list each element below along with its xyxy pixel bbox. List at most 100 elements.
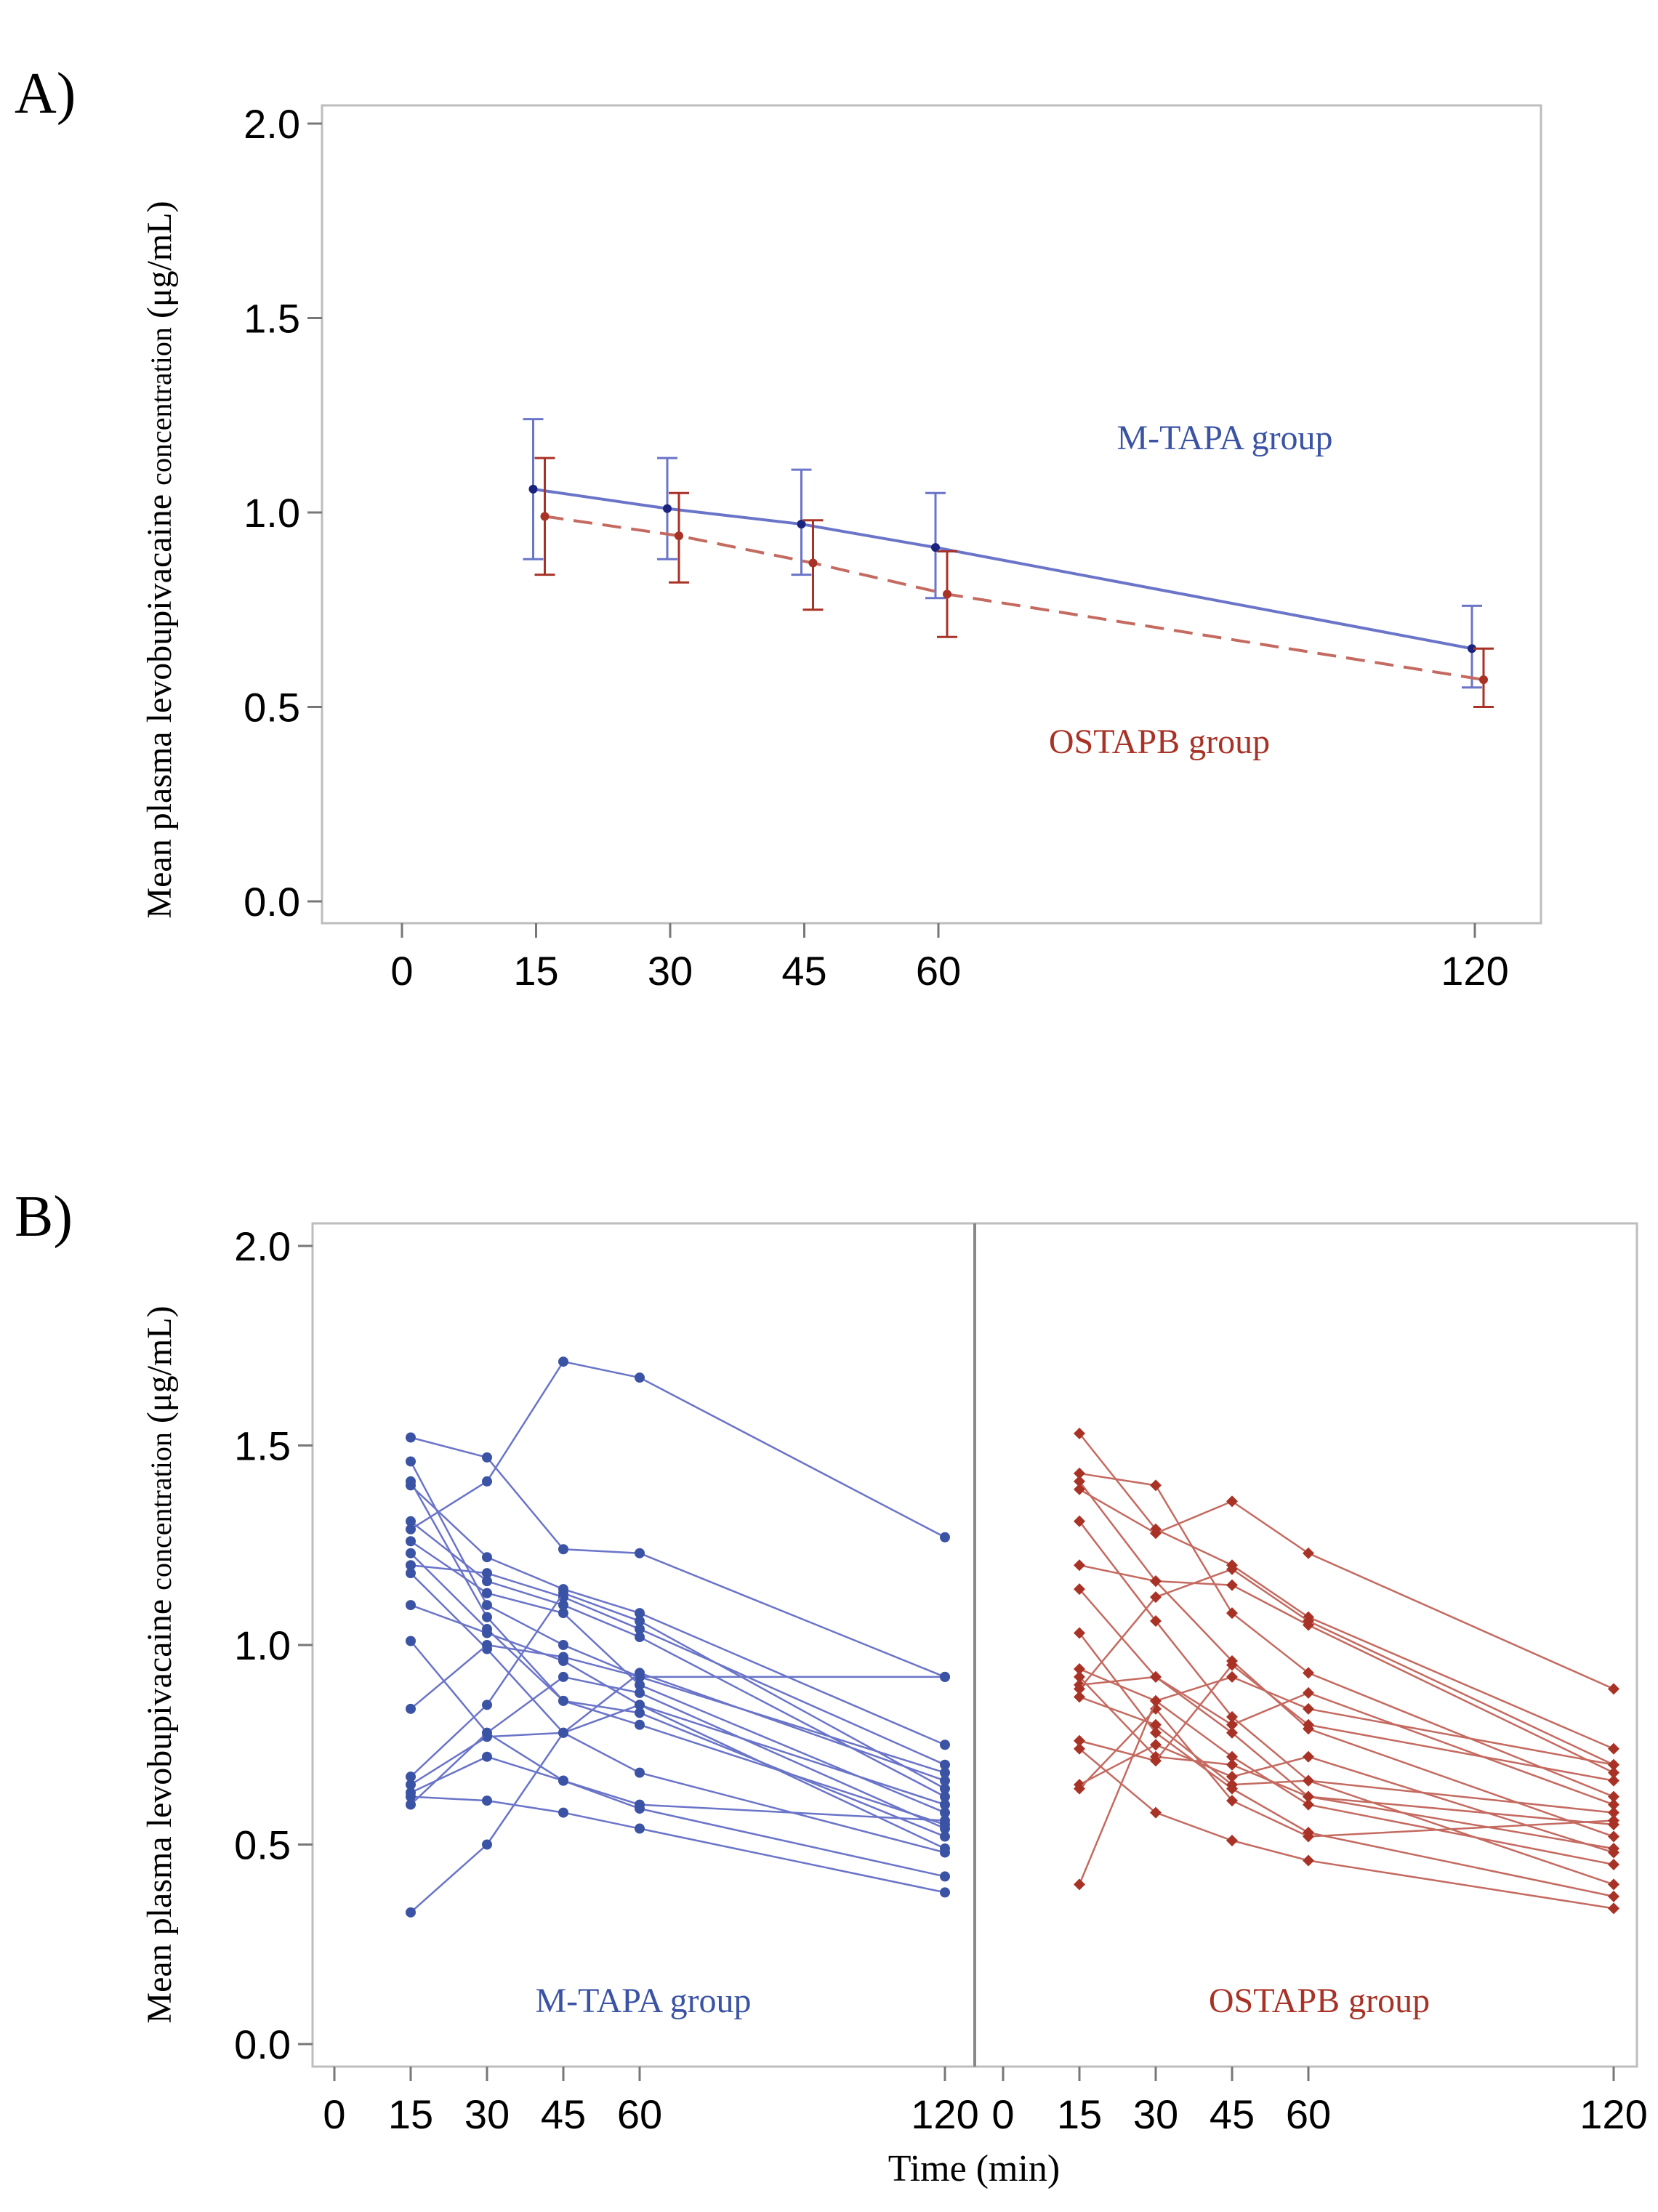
mtapa-subject-point — [635, 1616, 645, 1627]
mtapa-subject-point — [406, 1432, 416, 1443]
mtapa-subject-point — [558, 1727, 568, 1738]
ostapb-subject-point — [1226, 1835, 1238, 1847]
panel-a-frame — [321, 104, 1542, 925]
panel-a-ylabel-unit: (μg/mL) — [140, 201, 179, 318]
ostapb-subject-point — [1226, 1670, 1238, 1683]
ostapb-subject-point — [1608, 1890, 1619, 1902]
mtapa-subject-point — [940, 1775, 950, 1786]
panel-a-ytick-label: 2.0 — [244, 101, 300, 147]
mtapa-subject-point — [940, 1887, 950, 1898]
ostapb-subject-point — [1226, 1579, 1238, 1591]
ostapb-subject-point — [1303, 1854, 1314, 1867]
panel-b-xtick-label: 15 — [388, 2091, 433, 2137]
ostapb-subject-point — [1074, 1734, 1085, 1747]
mean-point — [663, 504, 672, 513]
mtapa-subject-point — [635, 1700, 645, 1710]
mtapa-subject-point — [406, 1568, 416, 1579]
mtapa-subject-point — [406, 1600, 416, 1611]
mtapa-subject-point — [940, 1532, 950, 1543]
ostapb-subject-line — [1079, 1472, 1614, 1798]
mtapa-subject-point — [940, 1759, 950, 1770]
mtapa-mean-line — [533, 487, 1473, 651]
mtapa-subject-point — [406, 1791, 416, 1802]
mtapa-subject-point — [558, 1640, 568, 1650]
mtapa-subject-point — [940, 1799, 950, 1810]
ostapb-subject-point — [1074, 1742, 1085, 1755]
mtapa-subject-point — [940, 1831, 950, 1842]
ostapb-subject-point — [1150, 1591, 1162, 1604]
ostapb-subject-point — [1074, 1559, 1085, 1572]
ostapb-subject-point — [1150, 1718, 1162, 1731]
panel-b-xtick-label: 30 — [1133, 2091, 1178, 2137]
mtapa-subject-point — [482, 1640, 492, 1650]
mtapa-subject-point — [406, 1799, 416, 1810]
ostapb-subject-point — [1608, 1858, 1619, 1870]
panel-a-xtick-label: 45 — [781, 948, 826, 994]
panel-a-ytick-label: 1.5 — [244, 296, 300, 342]
mtapa-subject-point — [406, 1779, 416, 1790]
panel-a-label: A) — [15, 62, 76, 126]
panel-b-xtick-label: 60 — [617, 2091, 662, 2137]
mtapa-subject-point — [558, 1608, 568, 1619]
mtapa-subject-point — [406, 1771, 416, 1782]
panel-a-xtick-label: 120 — [1441, 948, 1508, 994]
mtapa-subject-point — [558, 1671, 568, 1682]
ostapb-mean-line — [544, 515, 1484, 682]
ostapb-subject-point — [1303, 1750, 1314, 1763]
panel-a-xtick-label: 15 — [513, 948, 558, 994]
ostapb-subject-line — [1079, 1748, 1614, 1910]
ostapb-subject-point — [1074, 1662, 1085, 1675]
ostapb-subject-point — [1303, 1686, 1314, 1699]
mtapa-subject-point — [406, 1703, 416, 1714]
mtapa-subject-point — [406, 1516, 416, 1527]
mtapa-subject-point — [635, 1668, 645, 1678]
panel-a-annotation-mtapa: M-TAPA group — [1116, 419, 1332, 457]
ostapb-subject-point — [1150, 1755, 1162, 1767]
panel-b-ylabel-main: Mean plasma levobupivacaine — [140, 1599, 179, 2024]
ostapb-subject-point — [1303, 1718, 1314, 1731]
panel-a-xtick-label: 30 — [648, 948, 693, 994]
ostapb-subject-point — [1226, 1607, 1238, 1620]
mtapa-subject-point — [940, 1807, 950, 1818]
ostapb-subject-point — [1226, 1718, 1238, 1731]
ostapb-subject-point — [1226, 1659, 1238, 1671]
ostapb-subject-point — [1150, 1726, 1162, 1739]
panel-b-xtick-label: 30 — [464, 2091, 510, 2137]
ostapb-subject-point — [1608, 1683, 1619, 1695]
panel-a-ytick-label: 0.0 — [244, 879, 300, 925]
mean-point — [540, 512, 550, 521]
panel-a-ylabel-main: Mean plasma levobupivacaine — [140, 494, 179, 919]
ostapb-subject-point — [1303, 1830, 1314, 1843]
ostapb-subject-point — [1303, 1667, 1314, 1679]
mtapa-subject-point — [482, 1568, 492, 1579]
mtapa-subject-point — [940, 1783, 950, 1794]
ostapb-subject-point — [1226, 1771, 1238, 1783]
panel-b-ylabel-unit: (μg/mL) — [140, 1306, 179, 1423]
panel-b-ytick-label: 2.0 — [234, 1223, 291, 1269]
panel-b-label: B) — [15, 1185, 73, 1249]
mtapa-subject-point — [635, 1679, 645, 1690]
ostapb-subject-point — [1303, 1615, 1314, 1628]
ostapb-subject-point — [1150, 1694, 1162, 1707]
mtapa-subject-point — [406, 1536, 416, 1547]
ostapb-subject-line — [1079, 1488, 1614, 1690]
ostapb-subject-point — [1303, 1790, 1314, 1803]
panel-b-xtick-label: 45 — [1210, 2091, 1255, 2137]
ostapb-subject-point — [1303, 1702, 1314, 1715]
mtapa-subject-point — [558, 1695, 568, 1706]
mtapa-subject-point — [482, 1612, 492, 1622]
ostapb-subject-point — [1150, 1479, 1162, 1492]
panel-b-chart: Mean plasma levobupivacaine concentratio… — [140, 1222, 1648, 2189]
ostapb-subject-point — [1074, 1670, 1085, 1683]
panel-b-xtick-label: 120 — [911, 2091, 978, 2137]
ostapb-subject-point — [1226, 1758, 1238, 1771]
ostapb-subject-point — [1150, 1527, 1162, 1540]
mtapa-subject-point — [482, 1700, 492, 1710]
panel-b-ytick-label: 0.5 — [234, 1822, 291, 1868]
ostapb-subject-point — [1074, 1515, 1085, 1527]
ostapb-subject-point — [1608, 1814, 1619, 1827]
mtapa-subject-point — [558, 1600, 568, 1611]
mean-point — [943, 590, 951, 599]
mtapa-subject-point — [482, 1576, 492, 1587]
ostapb-subject-point — [1608, 1742, 1619, 1755]
